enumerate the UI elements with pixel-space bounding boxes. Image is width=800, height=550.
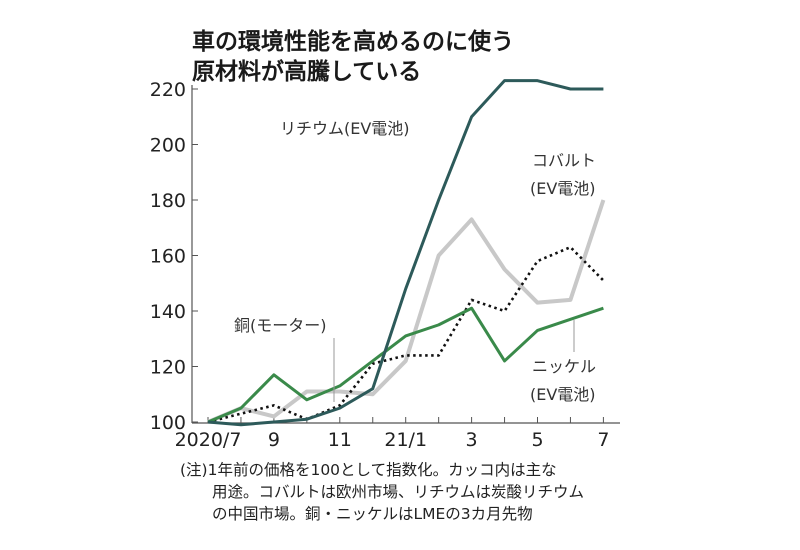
- y-tick-label: 140: [150, 301, 186, 323]
- x-tick-label: 7: [597, 429, 609, 451]
- series-label: コバルト: [532, 151, 596, 170]
- series-label: (EV電池): [530, 179, 596, 198]
- chart-title-line-2: 原材料が高騰している: [192, 59, 422, 85]
- y-tick-label: 120: [150, 357, 186, 379]
- note-line-3: の中国市場。銅・ニッケルはLMEの3カ月先物: [212, 505, 533, 523]
- y-tick-label: 180: [150, 190, 186, 212]
- x-tick-label: 3: [466, 429, 478, 451]
- note-line-1: (注)1年前の価格を100として指数化。カッコ内は主な: [180, 461, 557, 479]
- series-label: 銅(モーター): [234, 316, 327, 335]
- note-line-2: 用途。コバルトは欧州市場、リチウムは炭酸リチウム: [212, 483, 585, 501]
- x-tick-label: 21/1: [384, 429, 427, 451]
- series-label: (EV電池): [530, 385, 596, 404]
- x-tick-label: 11: [328, 429, 352, 451]
- x-tick-label: 9: [268, 429, 280, 451]
- chart-title-line-1: 車の環境性能を高めるのに使う: [192, 29, 514, 55]
- y-tick-label: 160: [150, 246, 186, 268]
- y-tick-label: 220: [150, 79, 186, 101]
- y-tick-label: 200: [150, 135, 186, 157]
- series-label: ニッケル: [532, 357, 596, 376]
- y-tick-label: 100: [150, 412, 186, 434]
- x-tick-label: 2020/7: [175, 429, 242, 451]
- series-label: リチウム(EV電池): [280, 119, 410, 138]
- x-tick-label: 5: [531, 429, 543, 451]
